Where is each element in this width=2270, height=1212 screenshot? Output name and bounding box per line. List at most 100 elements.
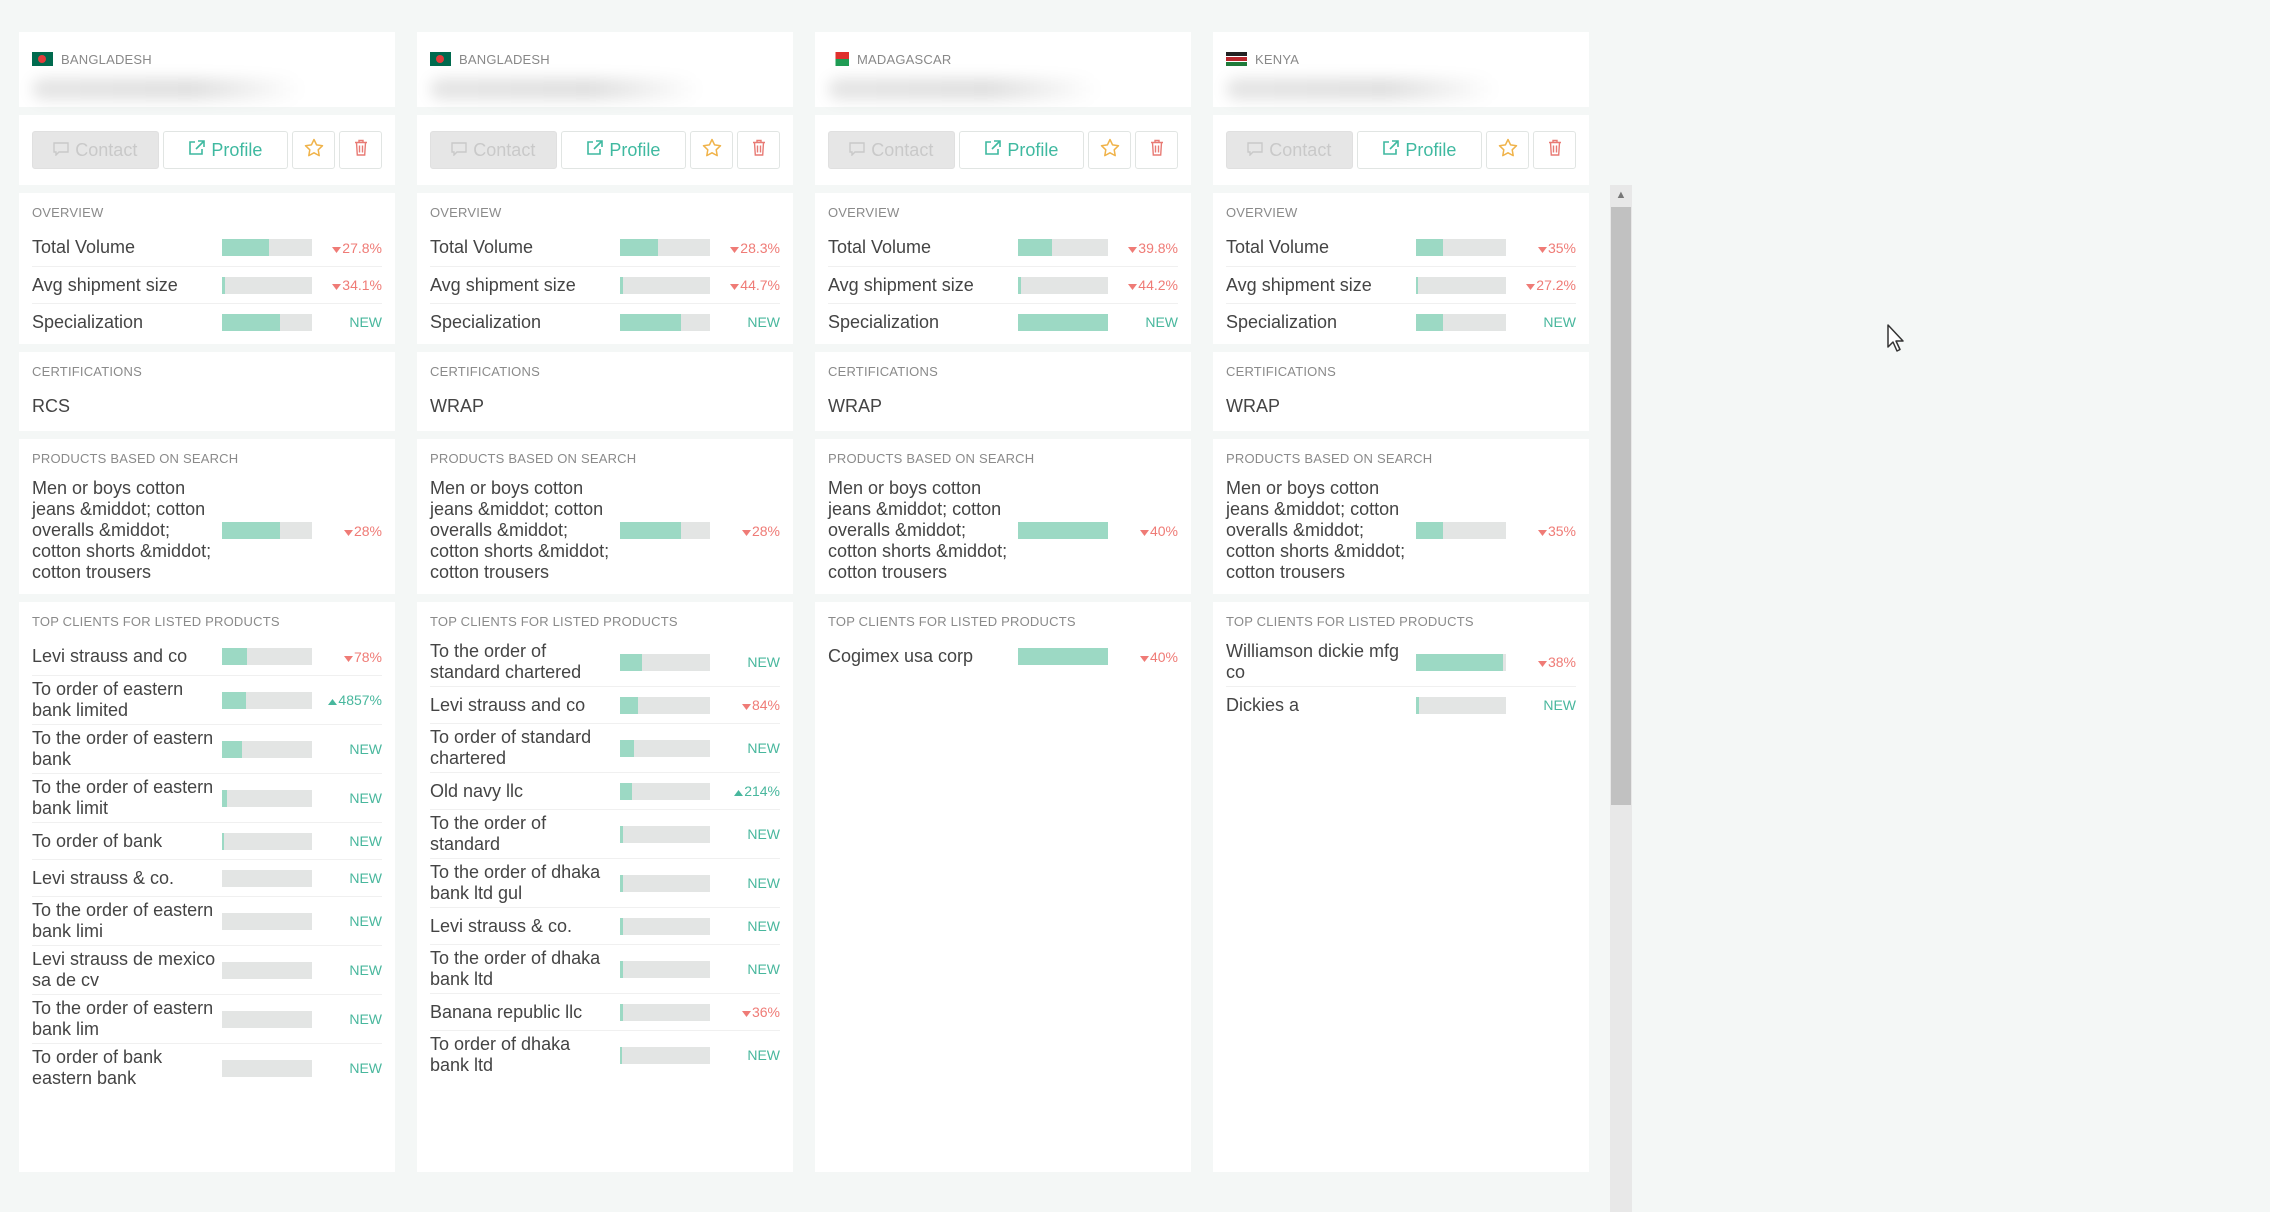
client-bar-fill — [620, 917, 623, 935]
overview-metric-label: Total Volume — [430, 237, 534, 257]
client-bar-fill — [620, 739, 634, 757]
chat-bubble-icon — [451, 140, 467, 161]
overview-metric-change-value: NEW — [349, 314, 382, 330]
profile-button-label: Profile — [609, 139, 661, 160]
favorite-button[interactable] — [1486, 131, 1530, 169]
delete-button[interactable] — [1135, 131, 1178, 169]
overview-metric-change: NEW — [1108, 314, 1178, 330]
arrow-down-icon — [741, 1004, 752, 1020]
certification-value: WRAP — [1226, 396, 1280, 416]
overview-metric-label: Total Volume — [828, 237, 932, 257]
client-change-value: 214% — [744, 783, 780, 799]
profile-button[interactable]: Profile — [162, 131, 289, 169]
client-change-value: NEW — [349, 833, 382, 849]
client-change: NEW — [710, 826, 780, 842]
scroll-up-arrow-icon[interactable]: ▲ — [1615, 189, 1627, 201]
contact-button-label: Contact — [473, 139, 536, 160]
certifications-title: CERTIFICATIONS — [32, 364, 142, 379]
client-change-value: NEW — [349, 913, 382, 929]
contact-button[interactable]: Contact — [828, 131, 955, 169]
client-bar — [222, 912, 312, 930]
contact-button-label: Contact — [1269, 139, 1332, 160]
client-row: To the order of eastern bank NEW — [32, 724, 382, 773]
certification-value: WRAP — [828, 396, 882, 416]
arrow-down-icon — [1139, 523, 1150, 539]
product-change-value: 28% — [353, 522, 382, 539]
overview-metric-row: Total Volume 35% — [1226, 229, 1576, 266]
products-title: PRODUCTS BASED ON SEARCH — [828, 451, 1035, 466]
country-label: BANGLADESH — [32, 44, 382, 74]
client-bar-fill — [620, 653, 642, 671]
client-row: Old navy llc 214% — [430, 772, 780, 809]
arrow-down-icon — [730, 277, 740, 293]
client-bar-fill — [620, 874, 623, 892]
client-bar-fill — [620, 1003, 623, 1021]
client-row: Dickies a NEW — [1226, 686, 1576, 723]
scrollbar-thumb[interactable] — [1611, 207, 1631, 805]
contact-button[interactable]: Contact — [1226, 131, 1353, 169]
client-change: NEW — [710, 961, 780, 977]
profile-button[interactable]: Profile — [1356, 131, 1483, 169]
product-rows: Men or boys cotton jeans &middot; cotton… — [32, 475, 382, 586]
delete-button[interactable] — [737, 131, 780, 169]
client-change-value: NEW — [349, 741, 382, 757]
top-clients-section: TOP CLIENTS FOR LISTED PRODUCTS To the or… — [417, 602, 793, 1172]
client-bar — [620, 874, 710, 892]
contact-button[interactable]: Contact — [430, 131, 557, 169]
overview-title: OVERVIEW — [828, 205, 900, 220]
overview-metric-label: Specialization — [430, 311, 542, 332]
overview-metric-change: 27.8% — [312, 240, 382, 256]
client-change: 78% — [312, 649, 382, 665]
product-bar-fill — [1416, 522, 1443, 539]
client-bar — [620, 782, 710, 800]
client-bar-fill — [222, 789, 227, 807]
delete-button[interactable] — [339, 131, 382, 169]
client-rows: Cogimex usa corp 40% — [828, 638, 1178, 675]
overview-section: OVERVIEW Total Volume 27.8% Avg shipment si… — [19, 193, 395, 344]
delete-button[interactable] — [1533, 131, 1576, 169]
client-change: NEW — [710, 654, 780, 670]
certifications-section: CERTIFICATIONS WRAP — [815, 352, 1191, 431]
overview-metric-row: Specialization NEW — [430, 303, 780, 340]
overview-metric-change: NEW — [1506, 314, 1576, 330]
overview-metric-bar — [1018, 313, 1108, 331]
certification-value: WRAP — [430, 396, 484, 416]
overview-metric-bar-fill — [1018, 239, 1053, 256]
contact-button[interactable]: Contact — [32, 131, 159, 169]
profile-button[interactable]: Profile — [560, 131, 687, 169]
client-label: Cogimex usa corp — [828, 646, 974, 666]
client-row: To the order of eastern bank limit NEW — [32, 773, 382, 822]
client-label: Levi strauss & co. — [32, 867, 175, 888]
favorite-button[interactable] — [1088, 131, 1132, 169]
overview-metric-change-value: NEW — [747, 314, 780, 330]
product-change: 35% — [1506, 523, 1576, 539]
client-change-value: 40% — [1149, 648, 1178, 665]
client-rows: Williamson dickie mfg co 38% Dickies a NEW — [1226, 638, 1576, 723]
supplier-header: BANGLADESH — [19, 32, 395, 107]
client-change: 84% — [710, 697, 780, 713]
client-change-value: NEW — [349, 1060, 382, 1076]
favorite-button[interactable] — [292, 131, 336, 169]
client-label: To order of bank — [32, 830, 163, 851]
overview-metric-bar-fill — [1416, 239, 1443, 256]
client-row: To the order of eastern bank limi NEW — [32, 896, 382, 945]
client-bar — [620, 825, 710, 843]
client-label: Levi strauss & co. — [430, 915, 573, 936]
supplier-header: MADAGASCAR — [815, 32, 1191, 107]
overview-title: OVERVIEW — [430, 205, 502, 220]
client-change: NEW — [312, 790, 382, 806]
client-bar — [222, 1059, 312, 1077]
redacted-company-name — [32, 78, 302, 100]
overview-metric-change-value: 44.7% — [740, 277, 780, 293]
client-change: NEW — [312, 870, 382, 886]
overview-metric-change-value: 27.2% — [1536, 277, 1576, 293]
client-row: Williamson dickie mfg co 38% — [1226, 638, 1576, 686]
favorite-button[interactable] — [690, 131, 734, 169]
overview-metric-bar — [620, 276, 710, 294]
product-label: Men or boys cotton jeans &middot; cotton… — [32, 478, 212, 582]
top-clients-section: TOP CLIENTS FOR LISTED PRODUCTS Cogimex u… — [815, 602, 1191, 1172]
client-row: To the order of standard NEW — [430, 809, 780, 858]
profile-button[interactable]: Profile — [958, 131, 1085, 169]
arrow-up-icon — [328, 692, 338, 708]
client-bar — [620, 1046, 710, 1064]
